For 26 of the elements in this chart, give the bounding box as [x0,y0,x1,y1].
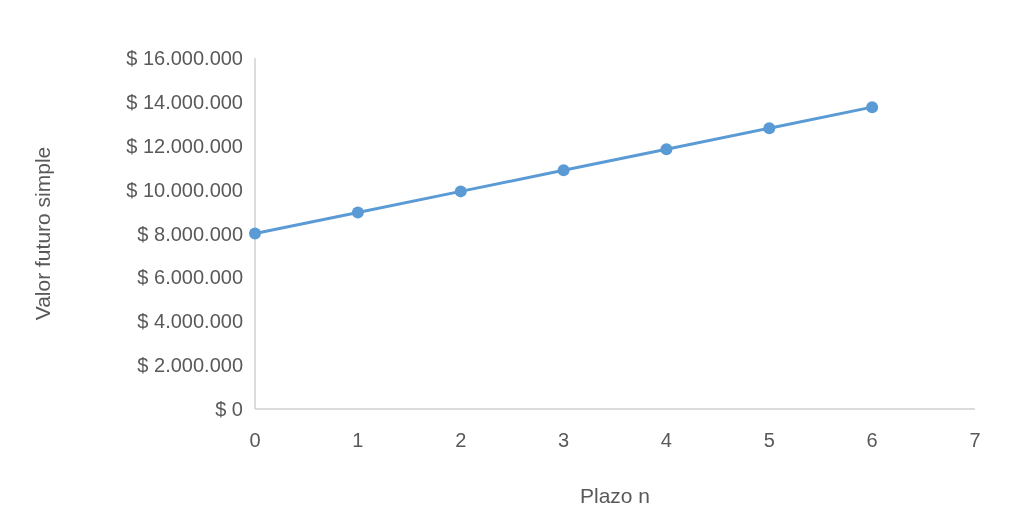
x-tick-label: 6 [866,429,878,451]
y-tick-label: $ 12.000.000 [126,134,243,157]
point [454,185,467,198]
y-tick-label: $ 4.000.000 [137,310,243,333]
x-tick-label: 3 [558,429,570,451]
point [249,227,261,240]
point [763,122,776,135]
x-axis-title: Plazo n [579,484,651,507]
y-tick-label: $ 6.000.000 [137,266,243,289]
y-tick-label: $ 8.000.000 [137,222,243,245]
y-tick-label: $ 10.000.000 [126,178,243,201]
x-tick-label: 5 [763,429,775,451]
x-tick-label: 0 [249,429,261,451]
y-tick-label: $ 14.000.000 [126,90,243,113]
y-tick-label: $ 2.000.000 [137,354,243,377]
point [866,101,879,114]
y-tick-label: $ 16.000.000 [126,47,243,69]
y-axis-title: Valor futuro simple [31,146,54,321]
point [351,206,364,219]
point [660,143,673,156]
x-tick-label: 7 [969,429,981,451]
point [557,164,570,177]
x-tick-label: 4 [660,429,672,451]
x-tick-label: 2 [455,429,467,451]
x-tick-label: 1 [352,429,364,451]
y-tick-label: $ 0 [215,398,243,420]
